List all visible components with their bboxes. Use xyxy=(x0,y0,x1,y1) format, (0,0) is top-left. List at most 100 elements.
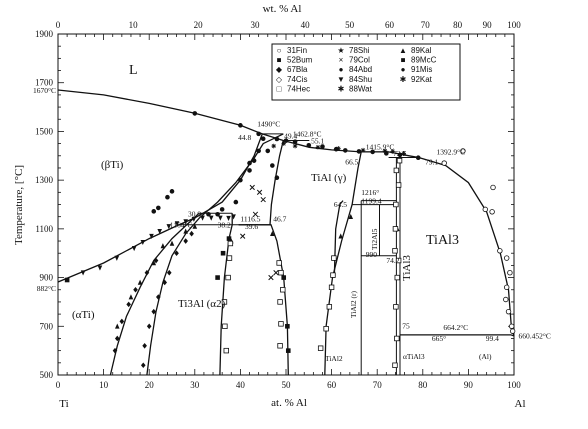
data-point-open-circle xyxy=(503,296,509,303)
data-point-solid-circle xyxy=(238,123,243,128)
data-point-solid-diamond xyxy=(114,335,120,342)
data-point-solid-diamond xyxy=(119,318,125,325)
annotation-label: 99.4 xyxy=(486,334,499,343)
data-point-open-circle xyxy=(482,206,488,213)
x-tick-label: 20 xyxy=(145,380,155,390)
annotation-label: 1164°C xyxy=(170,221,193,230)
label-ti2al5: Ti2Al5 xyxy=(370,228,379,250)
data-point-solid-diamond xyxy=(153,257,159,264)
annotation-label: 44.8 xyxy=(238,133,251,142)
phase-boundary-tial3-right xyxy=(511,334,515,337)
data-point-solid-circle xyxy=(247,168,252,173)
data-point-solid-square xyxy=(215,275,220,280)
data-point-solid-square xyxy=(281,275,287,280)
legend-symbol: ★ xyxy=(337,46,344,55)
y-tick-label: 900 xyxy=(40,273,54,283)
data-point-open-circle xyxy=(489,209,495,215)
data-point-solid-triangle xyxy=(169,240,175,246)
data-point-solid-triangle xyxy=(128,294,134,300)
data-point-solid-diamond xyxy=(144,269,150,276)
legend-label: 88Wat xyxy=(349,84,373,93)
data-point-open-circle xyxy=(497,248,503,254)
data-point-cross xyxy=(268,274,274,281)
data-point-open-square xyxy=(394,335,400,342)
data-point-solid-circle xyxy=(215,211,220,217)
data-point-down-triangle xyxy=(183,219,188,225)
data-point-down-triangle xyxy=(97,265,103,271)
data-point-open-square xyxy=(393,167,400,174)
data-point-star xyxy=(315,144,321,150)
annotation-label: 49.4 xyxy=(284,132,297,141)
data-point-solid-circle xyxy=(247,160,252,166)
y-tick-label: 500 xyxy=(40,370,54,380)
data-point-solid-circle xyxy=(270,163,275,168)
data-point-star xyxy=(382,148,388,154)
data-point-solid-square xyxy=(285,323,290,329)
data-point-solid-triangle xyxy=(151,260,157,266)
data-point-solid-diamond xyxy=(146,323,152,330)
data-point-down-triangle xyxy=(131,246,137,252)
legend-label: 89Kal xyxy=(411,46,432,55)
data-point-open-square xyxy=(395,182,402,188)
x-ticks-bottom: 0 10 20 30 40 50 60 70 80 90 100 xyxy=(56,380,522,390)
data-point-open-square xyxy=(278,269,284,276)
data-point-star xyxy=(292,143,298,149)
annotation-label: 665° xyxy=(432,334,446,343)
annotation-label: 1415.9°C xyxy=(366,143,395,152)
x-tick-label: 40 xyxy=(236,380,246,390)
data-point-solid-square xyxy=(64,277,70,283)
legend-label: 91Mis xyxy=(411,65,432,74)
data-point-solid-triangle xyxy=(270,230,275,237)
x2-tick-label: 40 xyxy=(301,20,311,30)
legend-symbol: ● xyxy=(339,65,344,74)
legend-box xyxy=(271,43,461,101)
data-point-open-square xyxy=(226,255,233,261)
data-point-solid-circle xyxy=(219,207,225,212)
y-tick-label: 1700 xyxy=(35,78,54,88)
data-point-down-triangle xyxy=(218,215,223,221)
legend-symbol: □ xyxy=(277,84,282,93)
data-point-star xyxy=(360,147,366,153)
data-point-down-triangle xyxy=(208,215,214,221)
data-point-open-square xyxy=(280,287,286,293)
data-point-solid-square xyxy=(285,348,291,353)
data-point-solid-circle xyxy=(256,131,261,137)
data-point-solid-diamond xyxy=(151,308,157,315)
x2-tick-label: 0 xyxy=(56,20,61,30)
data-point-solid-circle xyxy=(251,158,257,163)
data-point-open-square xyxy=(395,257,402,264)
data-point-open-circle xyxy=(504,284,510,291)
data-point-open-square xyxy=(393,201,399,208)
data-point-open-square xyxy=(278,321,284,327)
x2-tick-label: 30 xyxy=(250,20,260,30)
annotation-label: 1490°C xyxy=(257,120,280,129)
x-tick-label: 70 xyxy=(373,380,383,390)
data-point-solid-diamond xyxy=(126,301,131,308)
data-point-solid-circle xyxy=(260,136,266,142)
legend-label: 84Shu xyxy=(349,75,372,84)
x2-tick-label: 50 xyxy=(345,20,355,30)
data-point-solid-diamond xyxy=(142,342,147,349)
legend-symbol: ◇ xyxy=(276,75,283,84)
data-point-solid-circle xyxy=(306,143,312,148)
data-point-solid-circle xyxy=(169,189,175,194)
data-point-solid-circle xyxy=(274,175,280,181)
data-point-open-square xyxy=(392,362,398,368)
x-tick-label: 100 xyxy=(507,380,521,390)
y-tick-label: 1100 xyxy=(35,224,53,234)
data-point-solid-circle xyxy=(333,146,339,152)
data-point-solid-circle xyxy=(283,138,289,143)
phase-boundary-tial2-left xyxy=(333,200,344,278)
annotation-label: 75 xyxy=(402,322,410,331)
x-axis-bottom-label: at. % Al xyxy=(271,397,307,409)
label-al: (Al) xyxy=(479,352,492,361)
data-point-solid-circle xyxy=(415,155,421,161)
x-tick-label: 90 xyxy=(464,380,474,390)
data-point-open-circle xyxy=(507,270,513,276)
end-label-ti: Ti xyxy=(59,398,68,410)
legend-label: 92Kat xyxy=(411,75,433,84)
annotation-label: 1116.5 xyxy=(240,215,260,224)
data-point-solid-circle xyxy=(397,152,403,158)
end-label-al: Al xyxy=(515,398,526,410)
annotation-label: 39.6 xyxy=(245,222,258,231)
